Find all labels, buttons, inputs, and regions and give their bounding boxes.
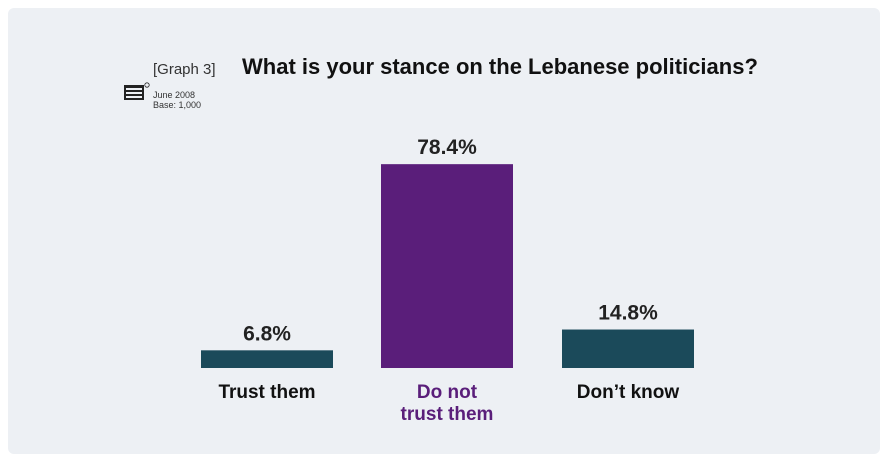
category-label-2-line-2: trust them <box>401 404 494 425</box>
data-label-3: 14.8% <box>598 302 658 325</box>
data-label-1: 6.8% <box>243 322 291 345</box>
publisher-logo <box>124 82 150 100</box>
category-label-1: Trust them <box>218 382 315 403</box>
category-label-3: Don’t know <box>577 382 680 403</box>
survey-base: Base: 1,000 <box>153 100 202 110</box>
category-label-2-line-1: Do not <box>417 382 478 403</box>
bar-1 <box>201 350 333 368</box>
graph-number-label: [Graph 3] <box>153 61 216 78</box>
survey-date: June 2008 <box>153 90 196 100</box>
bar-3 <box>562 329 694 368</box>
data-label-2: 78.4% <box>417 136 477 159</box>
bar-2 <box>381 164 513 368</box>
survey-meta: June 2008 Base: 1,000 <box>153 90 201 110</box>
chart-title: What is your stance on the Lebanese poli… <box>242 54 758 79</box>
